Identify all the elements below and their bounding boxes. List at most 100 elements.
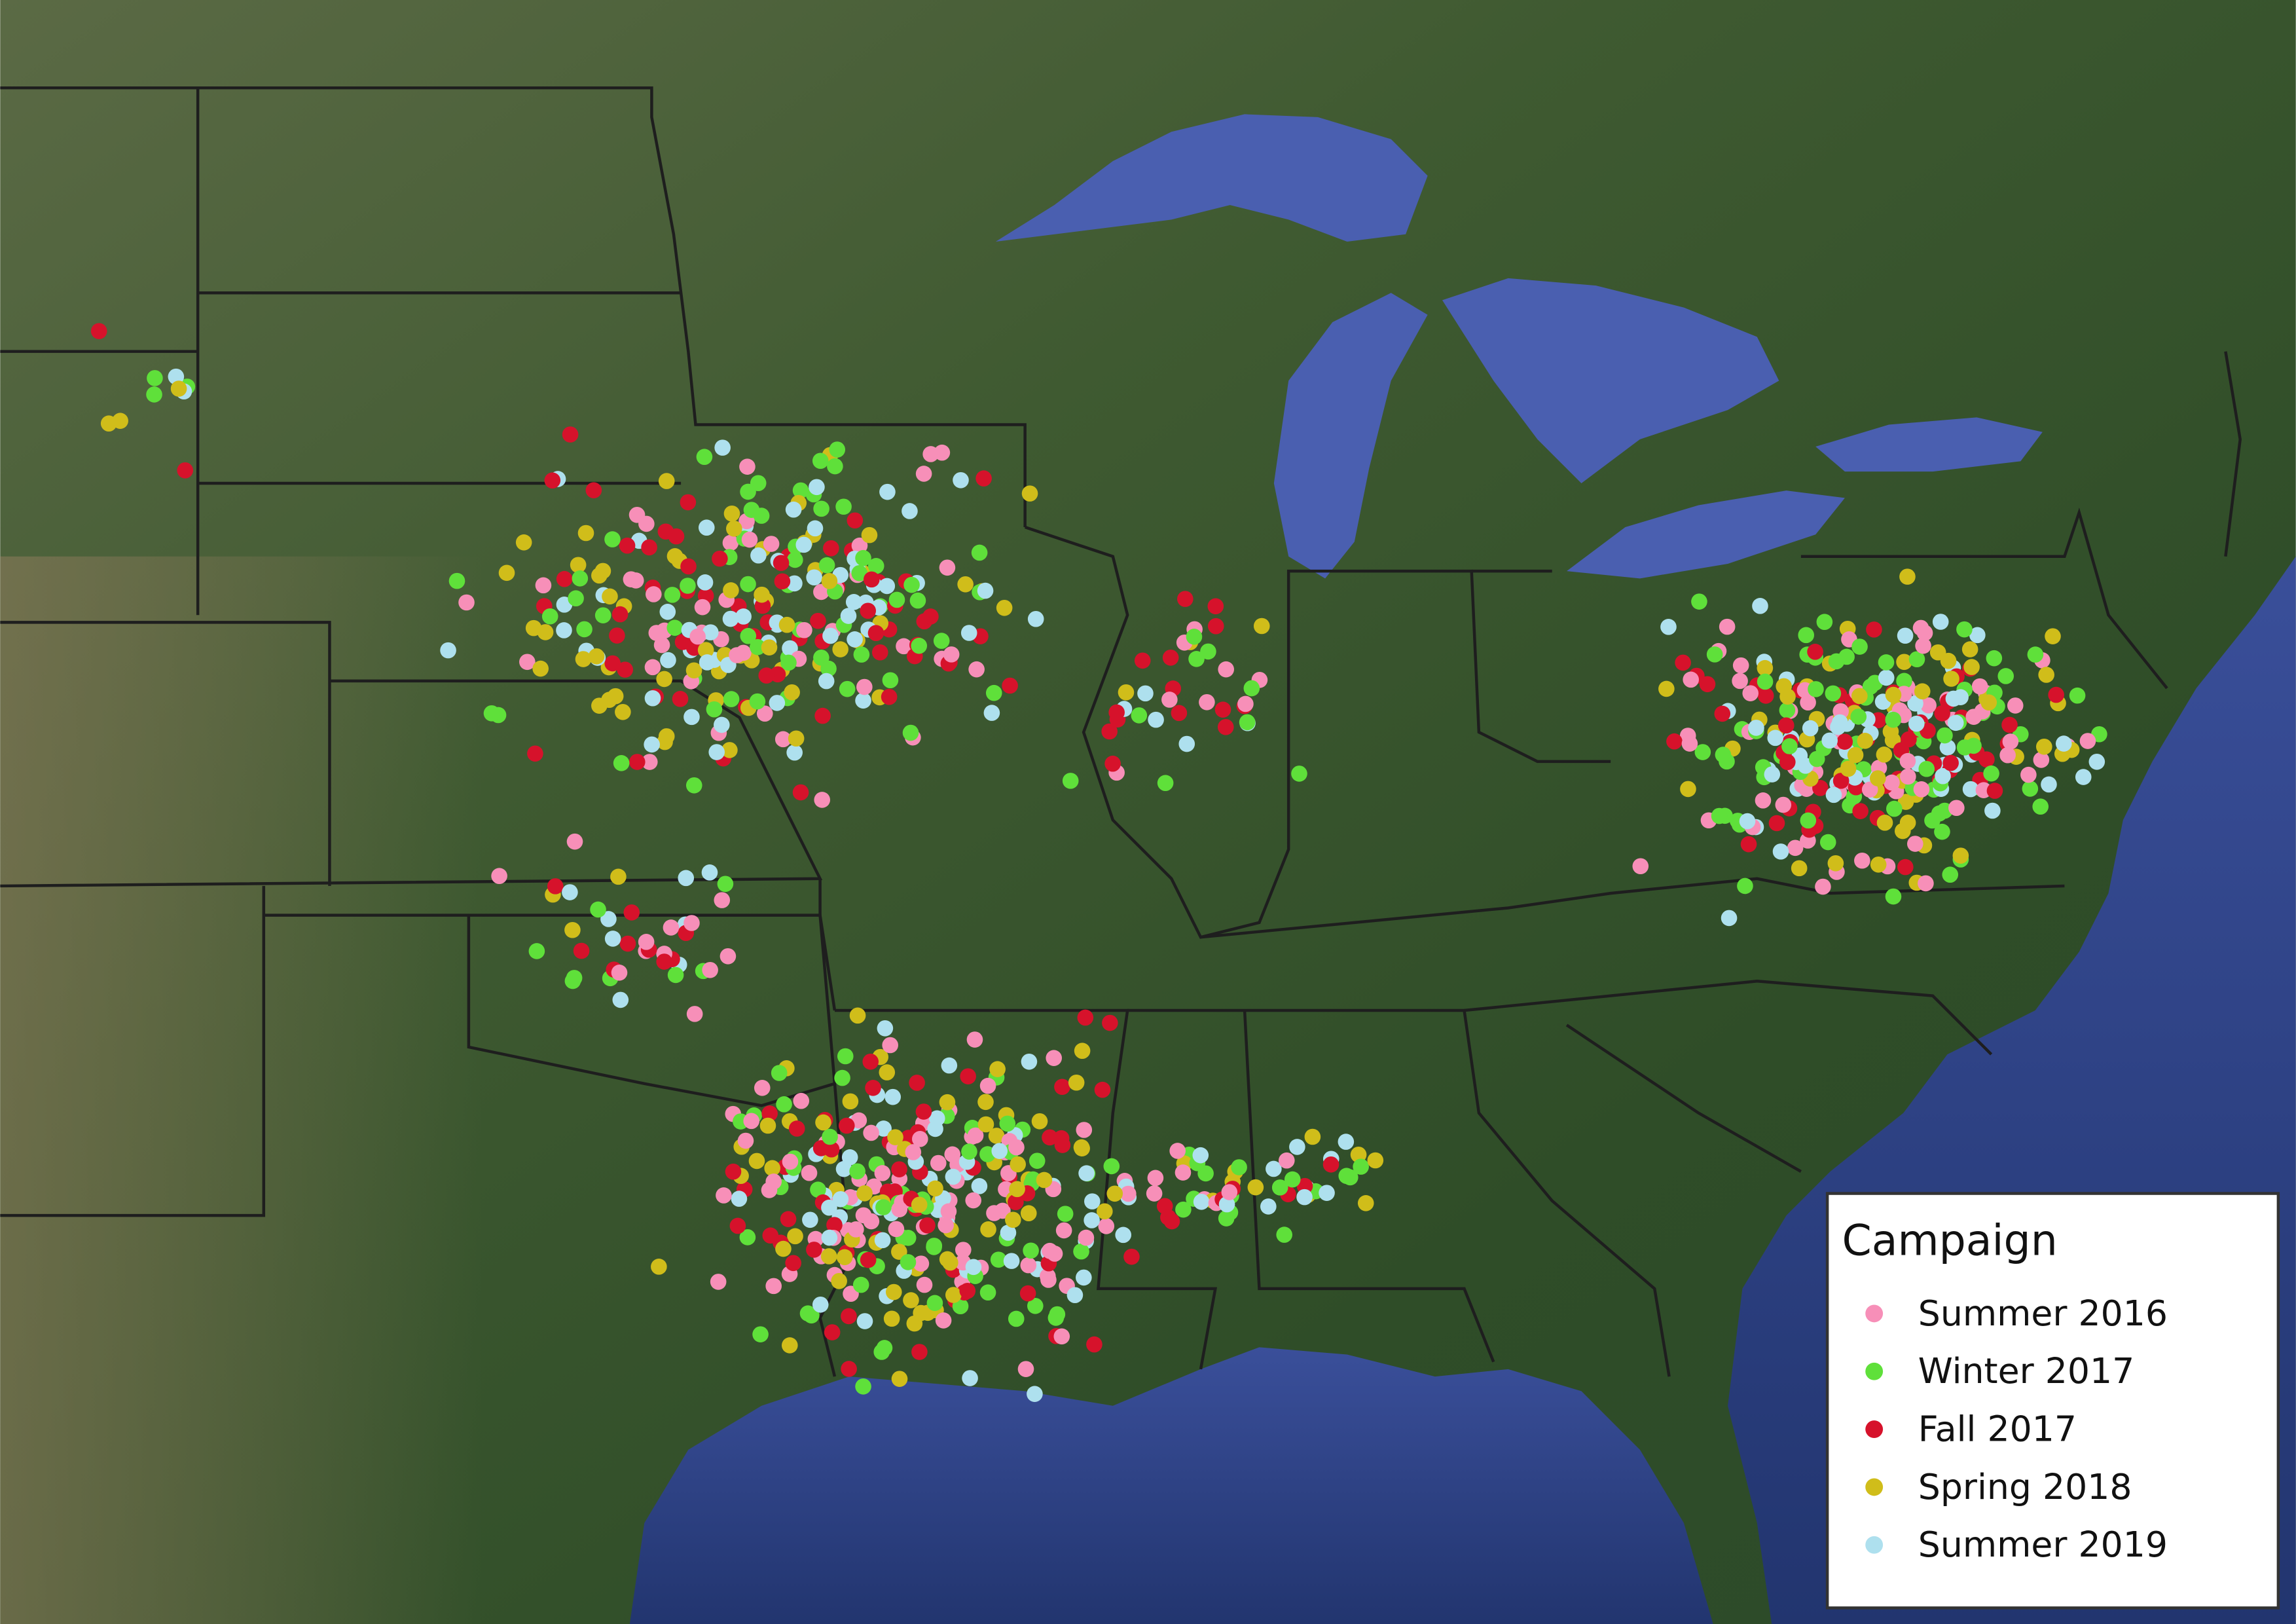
sample-point [1322, 1156, 1339, 1173]
sample-point [1952, 847, 1969, 864]
sample-point [535, 577, 552, 594]
sample-point [1965, 709, 1982, 725]
sample-point [1683, 671, 1700, 688]
sample-point [1175, 1201, 1192, 1218]
sample-point [716, 1187, 732, 1204]
sample-point [960, 625, 977, 641]
sample-point [672, 691, 689, 707]
sample-point [743, 1113, 759, 1130]
sample-point [1800, 694, 1816, 711]
sample-point [1163, 1213, 1180, 1230]
sample-point [915, 1103, 932, 1120]
sample-point [977, 582, 994, 599]
sample-point [1737, 877, 1753, 895]
sample-point [2079, 733, 2096, 749]
sample-point [823, 1141, 840, 1158]
sample-point [697, 642, 714, 658]
sample-point [573, 942, 590, 959]
sample-point [856, 678, 873, 695]
sample-point [722, 610, 739, 627]
sample-point [850, 1112, 867, 1129]
sample-point [740, 627, 757, 644]
sample-point [541, 608, 558, 625]
sample-point [566, 833, 583, 850]
sample-point [1108, 704, 1125, 721]
sample-point [1918, 875, 1934, 892]
sample-point [851, 564, 868, 581]
sample-point [537, 624, 554, 640]
sample-point [845, 594, 862, 610]
sample-point [891, 1371, 908, 1387]
sample-point [1850, 709, 1867, 725]
sample-point [562, 426, 579, 443]
sample-point [2036, 738, 2052, 755]
sample-point [739, 458, 756, 475]
sample-point [832, 1190, 849, 1208]
sample-point [1214, 701, 1231, 718]
sample-point [1983, 765, 1999, 782]
sample-point [1218, 1210, 1235, 1227]
sample-point [1942, 754, 1959, 771]
sample-point [1221, 1184, 1238, 1200]
sample-point [717, 876, 734, 893]
sample-point [802, 1211, 818, 1228]
sample-point [1296, 1189, 1313, 1206]
sample-point [873, 1344, 890, 1360]
legend-box [1825, 1192, 2280, 1610]
legend-title: Campaign [1842, 1216, 2057, 1265]
sample-point [1146, 1185, 1163, 1202]
sample-point [1017, 1361, 1034, 1377]
sample-point [590, 901, 606, 918]
sample-point [623, 904, 640, 921]
legend-label: Summer 2016 [1918, 1293, 2168, 1334]
sample-point [689, 628, 706, 645]
sample-point [771, 1065, 788, 1081]
sample-point [786, 575, 803, 592]
sample-point [1896, 654, 1912, 671]
sample-point [1367, 1152, 1384, 1169]
sample-point [832, 641, 848, 657]
sample-point [1721, 910, 1738, 927]
sample-point [793, 1092, 810, 1109]
sample-point [1767, 729, 1784, 747]
sample-point [863, 571, 880, 588]
sample-point [903, 1292, 919, 1308]
sample-point [934, 444, 951, 461]
sample-point [725, 1163, 742, 1180]
sample-point [1779, 754, 1796, 771]
sample-point [796, 621, 812, 638]
sample-point [678, 870, 695, 887]
sample-point [909, 592, 926, 609]
sample-point [1658, 680, 1675, 697]
sample-point [1171, 705, 1188, 722]
sample-point [1851, 688, 1868, 705]
sample-point [1319, 1185, 1335, 1201]
sample-point [1934, 705, 1950, 722]
sample-point [888, 591, 905, 608]
sample-point [782, 1153, 799, 1170]
lake [1815, 417, 2043, 472]
sample-point [853, 646, 870, 663]
sample-point [1055, 1222, 1072, 1239]
sample-point [147, 370, 163, 386]
sample-point [977, 1116, 994, 1133]
sample-point [975, 470, 992, 487]
sample-point [905, 1144, 922, 1160]
sample-point [680, 578, 696, 594]
sample-point [820, 1248, 837, 1264]
sample-point [1162, 650, 1179, 666]
sample-point [483, 705, 500, 722]
sample-point [991, 1143, 1008, 1159]
sample-point [2045, 628, 2061, 644]
sample-point [723, 691, 740, 707]
sample-point [1284, 1171, 1301, 1188]
sample-point [1915, 637, 1931, 654]
sample-point [712, 550, 728, 567]
sample-point [2038, 667, 2054, 683]
sample-point [849, 1163, 866, 1180]
sample-point [926, 1295, 943, 1312]
sample-point [1247, 1179, 1264, 1196]
sample-point [856, 1313, 873, 1329]
sample-point [765, 1278, 782, 1295]
sample-point [1161, 692, 1178, 708]
